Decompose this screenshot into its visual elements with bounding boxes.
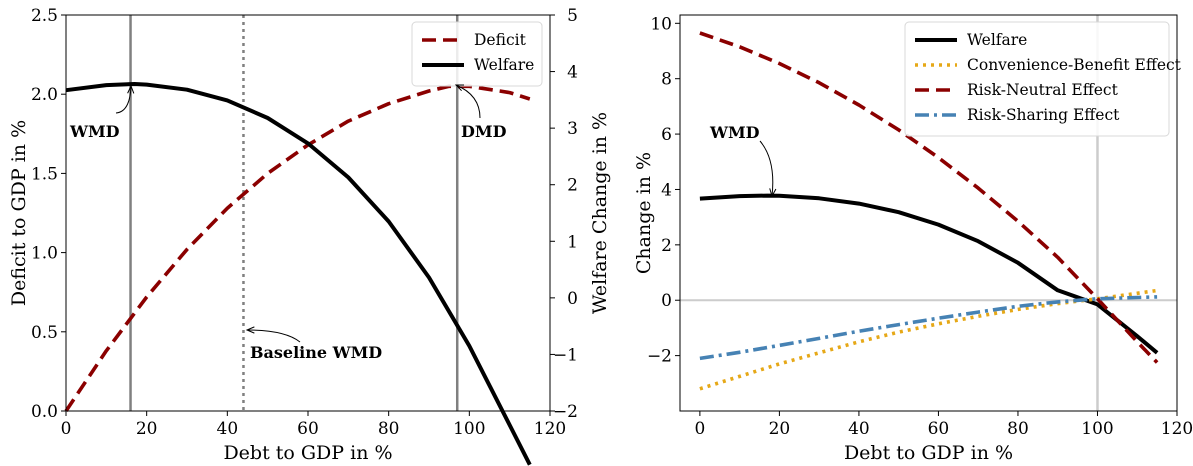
y-axis-label: Deficit to GDP in % <box>8 120 30 306</box>
x-axis-label: Debt to GDP in % <box>223 442 392 464</box>
y-tick-label: 2.5 <box>31 6 58 26</box>
y-axis-label: Change in % <box>633 152 655 274</box>
legend-label: Convenience-Benefit Effect <box>967 56 1182 74</box>
right-y-tick-label: 0 <box>567 289 578 309</box>
right-y-tick-label: −1 <box>553 345 578 365</box>
right-y-tick-label: −2 <box>553 402 578 422</box>
series-line-risk-sharing-effect <box>699 295 1158 361</box>
right-y-axis-label: Welfare Change in % <box>589 112 611 314</box>
y-tick-label: 4 <box>661 180 672 200</box>
legend-label: Welfare <box>474 56 534 74</box>
y-tick-label: 0.5 <box>31 323 58 343</box>
y-tick-label: 8 <box>661 70 672 90</box>
x-tick-label: 20 <box>769 419 791 439</box>
legend-box <box>411 21 543 87</box>
x-tick-label: 120 <box>534 419 566 439</box>
annotation-arrow <box>455 84 481 119</box>
legend-label: Risk-Sharing Effect <box>967 106 1120 124</box>
right-y-tick-label: 5 <box>567 6 578 26</box>
x-tick-label: 40 <box>848 419 870 439</box>
x-tick-label: 80 <box>1007 419 1029 439</box>
x-tick-label: 0 <box>61 419 72 439</box>
legend-label: Risk-Neutral Effect <box>967 81 1119 99</box>
y-tick-label: 6 <box>661 125 672 145</box>
annotation-arrow <box>115 85 132 114</box>
x-tick-label: 0 <box>694 419 705 439</box>
annotation-arrowhead <box>454 84 465 92</box>
x-tick-label: 80 <box>378 419 400 439</box>
y-tick-label: 2 <box>661 236 672 256</box>
x-tick-label: 60 <box>297 419 319 439</box>
x-tick-label: 120 <box>1161 419 1193 439</box>
y-tick-label: 10 <box>650 14 672 34</box>
right-y-tick-label: 3 <box>567 119 578 139</box>
y-tick-label: 2.0 <box>31 85 58 105</box>
x-tick-label: 100 <box>1081 419 1113 439</box>
series-line-convenience-benefit-effect <box>699 288 1158 391</box>
plot-frame <box>679 14 1178 412</box>
series-line-risk-neutral-effect <box>699 31 1159 364</box>
annotation-arrowhead <box>245 326 255 334</box>
annotation-label: WMD <box>69 122 120 141</box>
legend-box <box>904 21 1170 137</box>
right-chart: 0 20 40 60 80 100 120 −2 0 2 4 6 8 10 Debt to GDP in %… <box>633 14 1193 464</box>
y-tick-label: 0.0 <box>31 402 58 422</box>
x-axis-label: Debt to GDP in % <box>844 442 1013 464</box>
annotation-arrow <box>246 329 301 343</box>
right-y-tick-label: 2 <box>567 176 578 196</box>
right-y-tick-label: 4 <box>567 63 578 83</box>
annotation-arrow <box>759 140 774 197</box>
x-tick-label: 20 <box>136 419 158 439</box>
y-tick-label: 1.0 <box>31 244 58 264</box>
left-chart: 0 20 40 60 80 100 120 0.0 0.5 1.0 1.5 2.0 2.5 −2 −1 0 1 2… <box>8 6 611 466</box>
series-line-welfare <box>65 82 532 466</box>
annotation-label: Baseline WMD <box>250 343 382 362</box>
x-tick-label: 60 <box>928 419 950 439</box>
annotation-label: WMD <box>709 123 760 142</box>
y-tick-label: 1.5 <box>31 164 58 184</box>
right-y-tick-label: 1 <box>567 232 578 252</box>
annotation-arrowhead <box>769 188 777 198</box>
x-tick-label: 40 <box>217 419 239 439</box>
legend-label: Welfare <box>967 31 1027 49</box>
y-tick-label: 0 <box>661 291 672 311</box>
series-line-welfare <box>699 193 1159 355</box>
legend-label: Deficit <box>474 31 527 49</box>
x-tick-label: 100 <box>453 419 485 439</box>
y-tick-label: −2 <box>647 347 672 367</box>
annotation-label: DMD <box>461 122 507 141</box>
annotation-arrowhead <box>127 84 135 94</box>
